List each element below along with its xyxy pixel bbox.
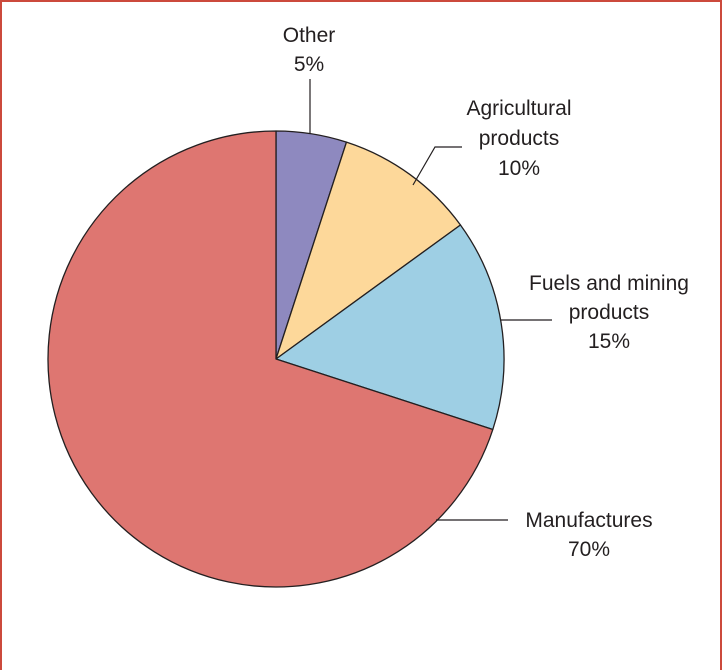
slice-label-fuels-and-mining-products: Fuels and mining products 15% (529, 272, 689, 353)
slice-label-line: 70% (568, 538, 610, 561)
pie-slice-manufactures (47, 130, 494, 588)
pie-slice-fuels-and-mining-products (275, 224, 505, 431)
slice-label-line: products (569, 301, 650, 324)
slice-label-line: 15% (588, 330, 630, 353)
leader-line-agricultural-products (412, 146, 462, 186)
slice-label-line: Other (283, 24, 336, 47)
slice-label-line: Manufactures (525, 509, 652, 532)
slice-label-line: 10% (498, 157, 540, 180)
slice-label-other: Other 5% (283, 24, 336, 76)
slice-label-line: 5% (294, 53, 324, 76)
slice-label-manufactures: Manufactures 70% (525, 509, 652, 561)
slice-label-line: products (479, 127, 560, 150)
slice-label-line: Agricultural (466, 97, 571, 120)
slice-label-agricultural-products: Agricultural products 10% (466, 97, 571, 180)
slice-label-line: Fuels and mining (529, 272, 689, 295)
pie-slice-agricultural-products (275, 141, 462, 360)
